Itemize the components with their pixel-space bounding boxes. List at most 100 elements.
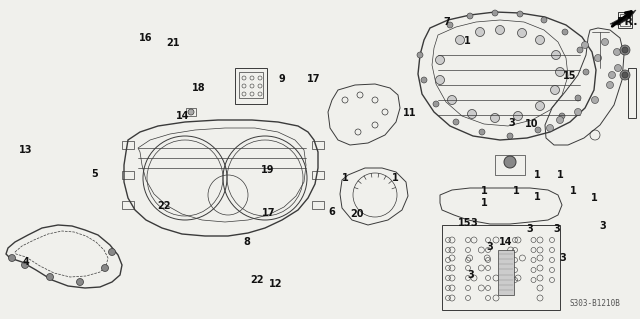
Circle shape xyxy=(575,95,581,101)
Circle shape xyxy=(622,72,628,78)
Circle shape xyxy=(536,35,545,44)
Text: 3: 3 xyxy=(600,221,606,231)
Circle shape xyxy=(536,101,545,110)
Circle shape xyxy=(614,64,621,71)
Circle shape xyxy=(552,50,561,60)
Text: 3: 3 xyxy=(467,270,474,280)
Circle shape xyxy=(550,85,559,94)
Circle shape xyxy=(547,124,554,131)
Circle shape xyxy=(620,45,630,55)
Text: 1: 1 xyxy=(481,186,487,197)
Bar xyxy=(312,201,324,209)
Circle shape xyxy=(102,264,109,271)
Text: 7: 7 xyxy=(444,17,450,27)
Circle shape xyxy=(77,278,83,286)
Text: 1: 1 xyxy=(591,193,598,203)
Circle shape xyxy=(188,109,194,115)
Circle shape xyxy=(435,76,445,85)
Text: 11: 11 xyxy=(403,108,417,118)
Bar xyxy=(122,201,134,209)
Text: FR.: FR. xyxy=(617,17,637,27)
Circle shape xyxy=(476,27,484,36)
Text: 3: 3 xyxy=(509,118,515,128)
Circle shape xyxy=(556,68,564,77)
Text: 21: 21 xyxy=(166,38,180,48)
Text: 18: 18 xyxy=(191,83,205,93)
Text: 4: 4 xyxy=(22,256,29,267)
Text: 1: 1 xyxy=(342,173,349,183)
Text: 5: 5 xyxy=(92,169,98,179)
Text: 17: 17 xyxy=(307,74,321,84)
Circle shape xyxy=(492,10,498,16)
Text: 19: 19 xyxy=(260,165,275,175)
Circle shape xyxy=(577,47,583,53)
Circle shape xyxy=(583,69,589,75)
Circle shape xyxy=(591,97,598,103)
Circle shape xyxy=(456,35,465,44)
Text: 3: 3 xyxy=(487,242,493,252)
Circle shape xyxy=(47,273,54,280)
Circle shape xyxy=(582,41,589,48)
Text: S303-B1210B: S303-B1210B xyxy=(569,299,620,308)
Text: 10: 10 xyxy=(524,119,538,130)
Bar xyxy=(312,171,324,179)
Circle shape xyxy=(435,56,445,64)
Circle shape xyxy=(602,39,609,46)
Circle shape xyxy=(535,127,541,133)
Circle shape xyxy=(504,156,516,168)
Text: 3: 3 xyxy=(560,253,566,263)
Bar xyxy=(122,171,134,179)
Text: 1: 1 xyxy=(534,192,541,202)
Circle shape xyxy=(109,249,115,256)
Circle shape xyxy=(609,71,616,78)
Circle shape xyxy=(517,11,523,17)
Text: 15: 15 xyxy=(563,71,577,81)
Text: 22: 22 xyxy=(250,275,264,285)
Circle shape xyxy=(595,55,602,62)
Text: 22: 22 xyxy=(157,201,171,211)
Circle shape xyxy=(620,70,630,80)
Polygon shape xyxy=(610,10,636,25)
Circle shape xyxy=(467,13,473,19)
Circle shape xyxy=(575,108,582,115)
Circle shape xyxy=(433,101,439,107)
Circle shape xyxy=(417,52,423,58)
Circle shape xyxy=(562,29,568,35)
Text: 1: 1 xyxy=(481,197,487,208)
Circle shape xyxy=(421,77,427,83)
Circle shape xyxy=(22,262,29,269)
Text: 1: 1 xyxy=(464,36,470,46)
Text: 14: 14 xyxy=(175,111,189,122)
Text: 1: 1 xyxy=(392,173,399,183)
Text: 15: 15 xyxy=(458,218,472,228)
Circle shape xyxy=(559,113,565,119)
Polygon shape xyxy=(498,250,514,295)
Text: 20: 20 xyxy=(350,209,364,219)
Circle shape xyxy=(467,109,477,118)
Circle shape xyxy=(495,26,504,34)
Text: 8: 8 xyxy=(243,237,250,247)
Circle shape xyxy=(557,116,563,123)
Bar xyxy=(312,141,324,149)
Circle shape xyxy=(490,114,499,122)
Circle shape xyxy=(453,119,459,125)
Circle shape xyxy=(541,17,547,23)
Circle shape xyxy=(614,48,621,56)
Text: 16: 16 xyxy=(139,33,153,43)
Circle shape xyxy=(607,81,614,88)
Circle shape xyxy=(447,95,456,105)
Text: 17: 17 xyxy=(262,208,276,218)
Text: 1: 1 xyxy=(513,186,519,197)
Text: 3: 3 xyxy=(554,224,560,234)
Text: 1: 1 xyxy=(534,170,541,180)
Text: 14: 14 xyxy=(499,237,513,248)
Circle shape xyxy=(8,255,15,262)
Circle shape xyxy=(479,129,485,135)
Circle shape xyxy=(447,22,453,28)
Text: 3: 3 xyxy=(527,224,533,234)
Text: 1: 1 xyxy=(557,170,564,180)
Text: 9: 9 xyxy=(278,74,285,84)
Bar xyxy=(122,141,134,149)
Text: 3: 3 xyxy=(470,218,477,228)
Text: 12: 12 xyxy=(268,279,282,289)
